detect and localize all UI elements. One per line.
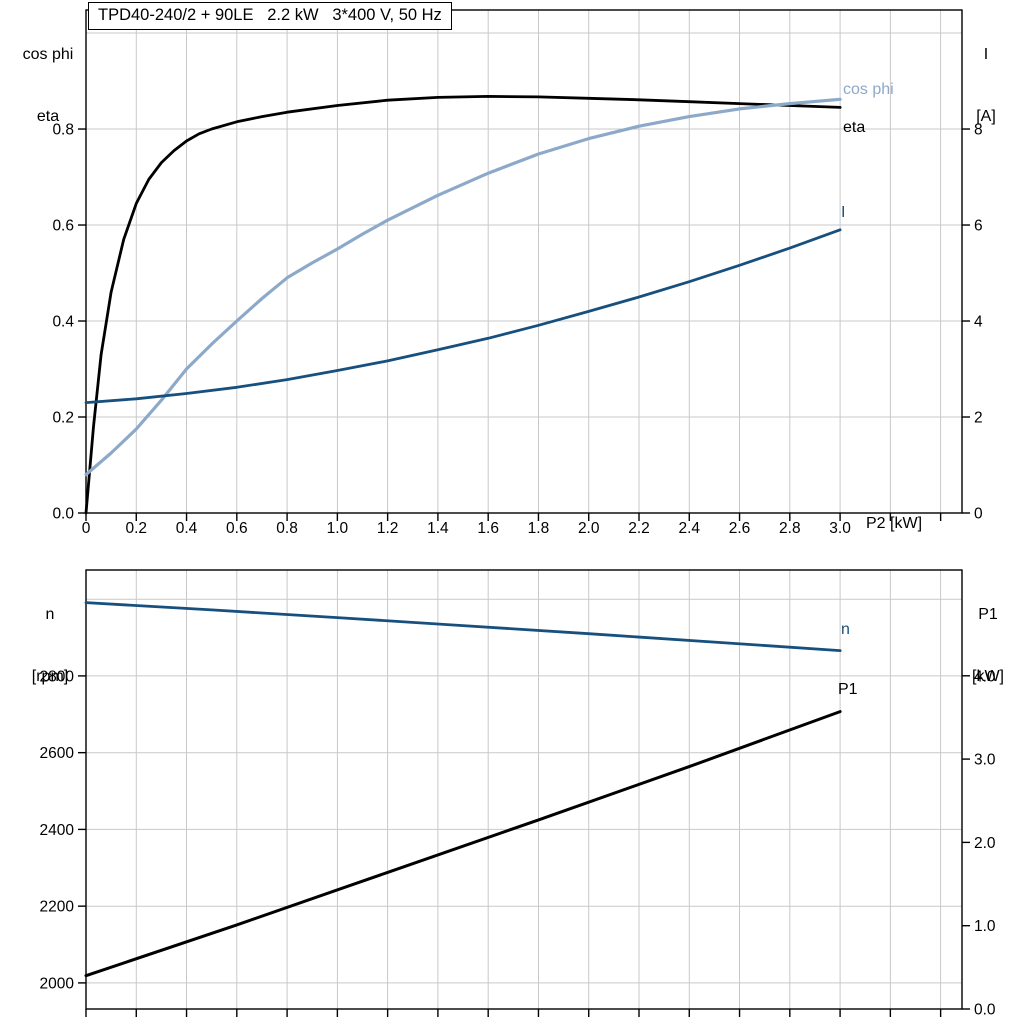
curve-label-eta: eta	[843, 119, 866, 136]
chart-title: TPD40-240/2 + 90LE 2.2 kW 3*400 V, 50 Hz	[88, 2, 452, 30]
svg-text:0.2: 0.2	[52, 410, 74, 427]
curve-label-cos-phi: cos phi	[843, 81, 894, 98]
svg-text:3.0: 3.0	[829, 520, 851, 537]
axis-label-current-unit: [A]	[976, 107, 996, 125]
svg-text:6: 6	[974, 218, 983, 235]
svg-text:2400: 2400	[40, 822, 75, 839]
svg-text:2600: 2600	[40, 745, 75, 762]
svg-text:1.6: 1.6	[477, 520, 499, 537]
svg-text:1.0: 1.0	[974, 918, 996, 935]
svg-text:0: 0	[974, 506, 983, 523]
bottom-right-axis-label: P1 [kW]	[960, 563, 1016, 709]
svg-text:1.2: 1.2	[377, 520, 399, 537]
axis-label-eta: eta	[36, 107, 60, 125]
svg-text:0.6: 0.6	[226, 520, 248, 537]
svg-text:0.6: 0.6	[52, 218, 74, 235]
svg-text:0.0: 0.0	[974, 1002, 996, 1019]
x-axis-title: P2 [kW]	[866, 515, 923, 532]
svg-text:2: 2	[974, 410, 983, 427]
svg-text:2800: 2800	[40, 668, 75, 685]
svg-text:3.0: 3.0	[974, 752, 996, 769]
svg-text:2000: 2000	[40, 975, 75, 992]
svg-text:2.8: 2.8	[779, 520, 801, 537]
axis-label-current: I	[983, 45, 989, 63]
svg-text:0.0: 0.0	[52, 506, 74, 523]
top-right-axis-label: I [A]	[962, 3, 1010, 149]
svg-text:2.6: 2.6	[729, 520, 751, 537]
axis-label-speed-unit: [rpm]	[31, 667, 69, 685]
svg-text:2.0: 2.0	[578, 520, 600, 537]
top-left-axis-label: cos phi eta	[16, 3, 80, 149]
axis-label-p1: P1	[978, 605, 998, 623]
svg-text:1.0: 1.0	[327, 520, 349, 537]
svg-text:4: 4	[974, 314, 983, 331]
svg-text:0.8: 0.8	[52, 122, 74, 139]
svg-text:0.4: 0.4	[52, 314, 74, 331]
svg-text:0: 0	[82, 520, 91, 537]
svg-text:2.4: 2.4	[678, 520, 700, 537]
curve-label-speed: n	[841, 621, 850, 638]
curve-label-current: I	[841, 204, 846, 221]
svg-text:8: 8	[974, 122, 983, 139]
svg-text:2200: 2200	[40, 899, 75, 916]
svg-text:0.8: 0.8	[276, 520, 298, 537]
svg-text:2.0: 2.0	[974, 835, 996, 852]
svg-text:4.0: 4.0	[974, 668, 996, 685]
svg-text:1.8: 1.8	[528, 520, 550, 537]
svg-text:1.4: 1.4	[427, 520, 449, 537]
axis-label-speed: n	[45, 605, 55, 623]
svg-text:2.2: 2.2	[628, 520, 650, 537]
bottom-left-axis-label: n [rpm]	[16, 563, 84, 709]
axis-label-p1-unit: [kW]	[972, 667, 1004, 685]
svg-text:0.2: 0.2	[125, 520, 147, 537]
curve-label-p1: P1	[838, 681, 858, 698]
axis-label-cos-phi: cos phi	[22, 45, 74, 63]
svg-text:0.4: 0.4	[176, 520, 198, 537]
